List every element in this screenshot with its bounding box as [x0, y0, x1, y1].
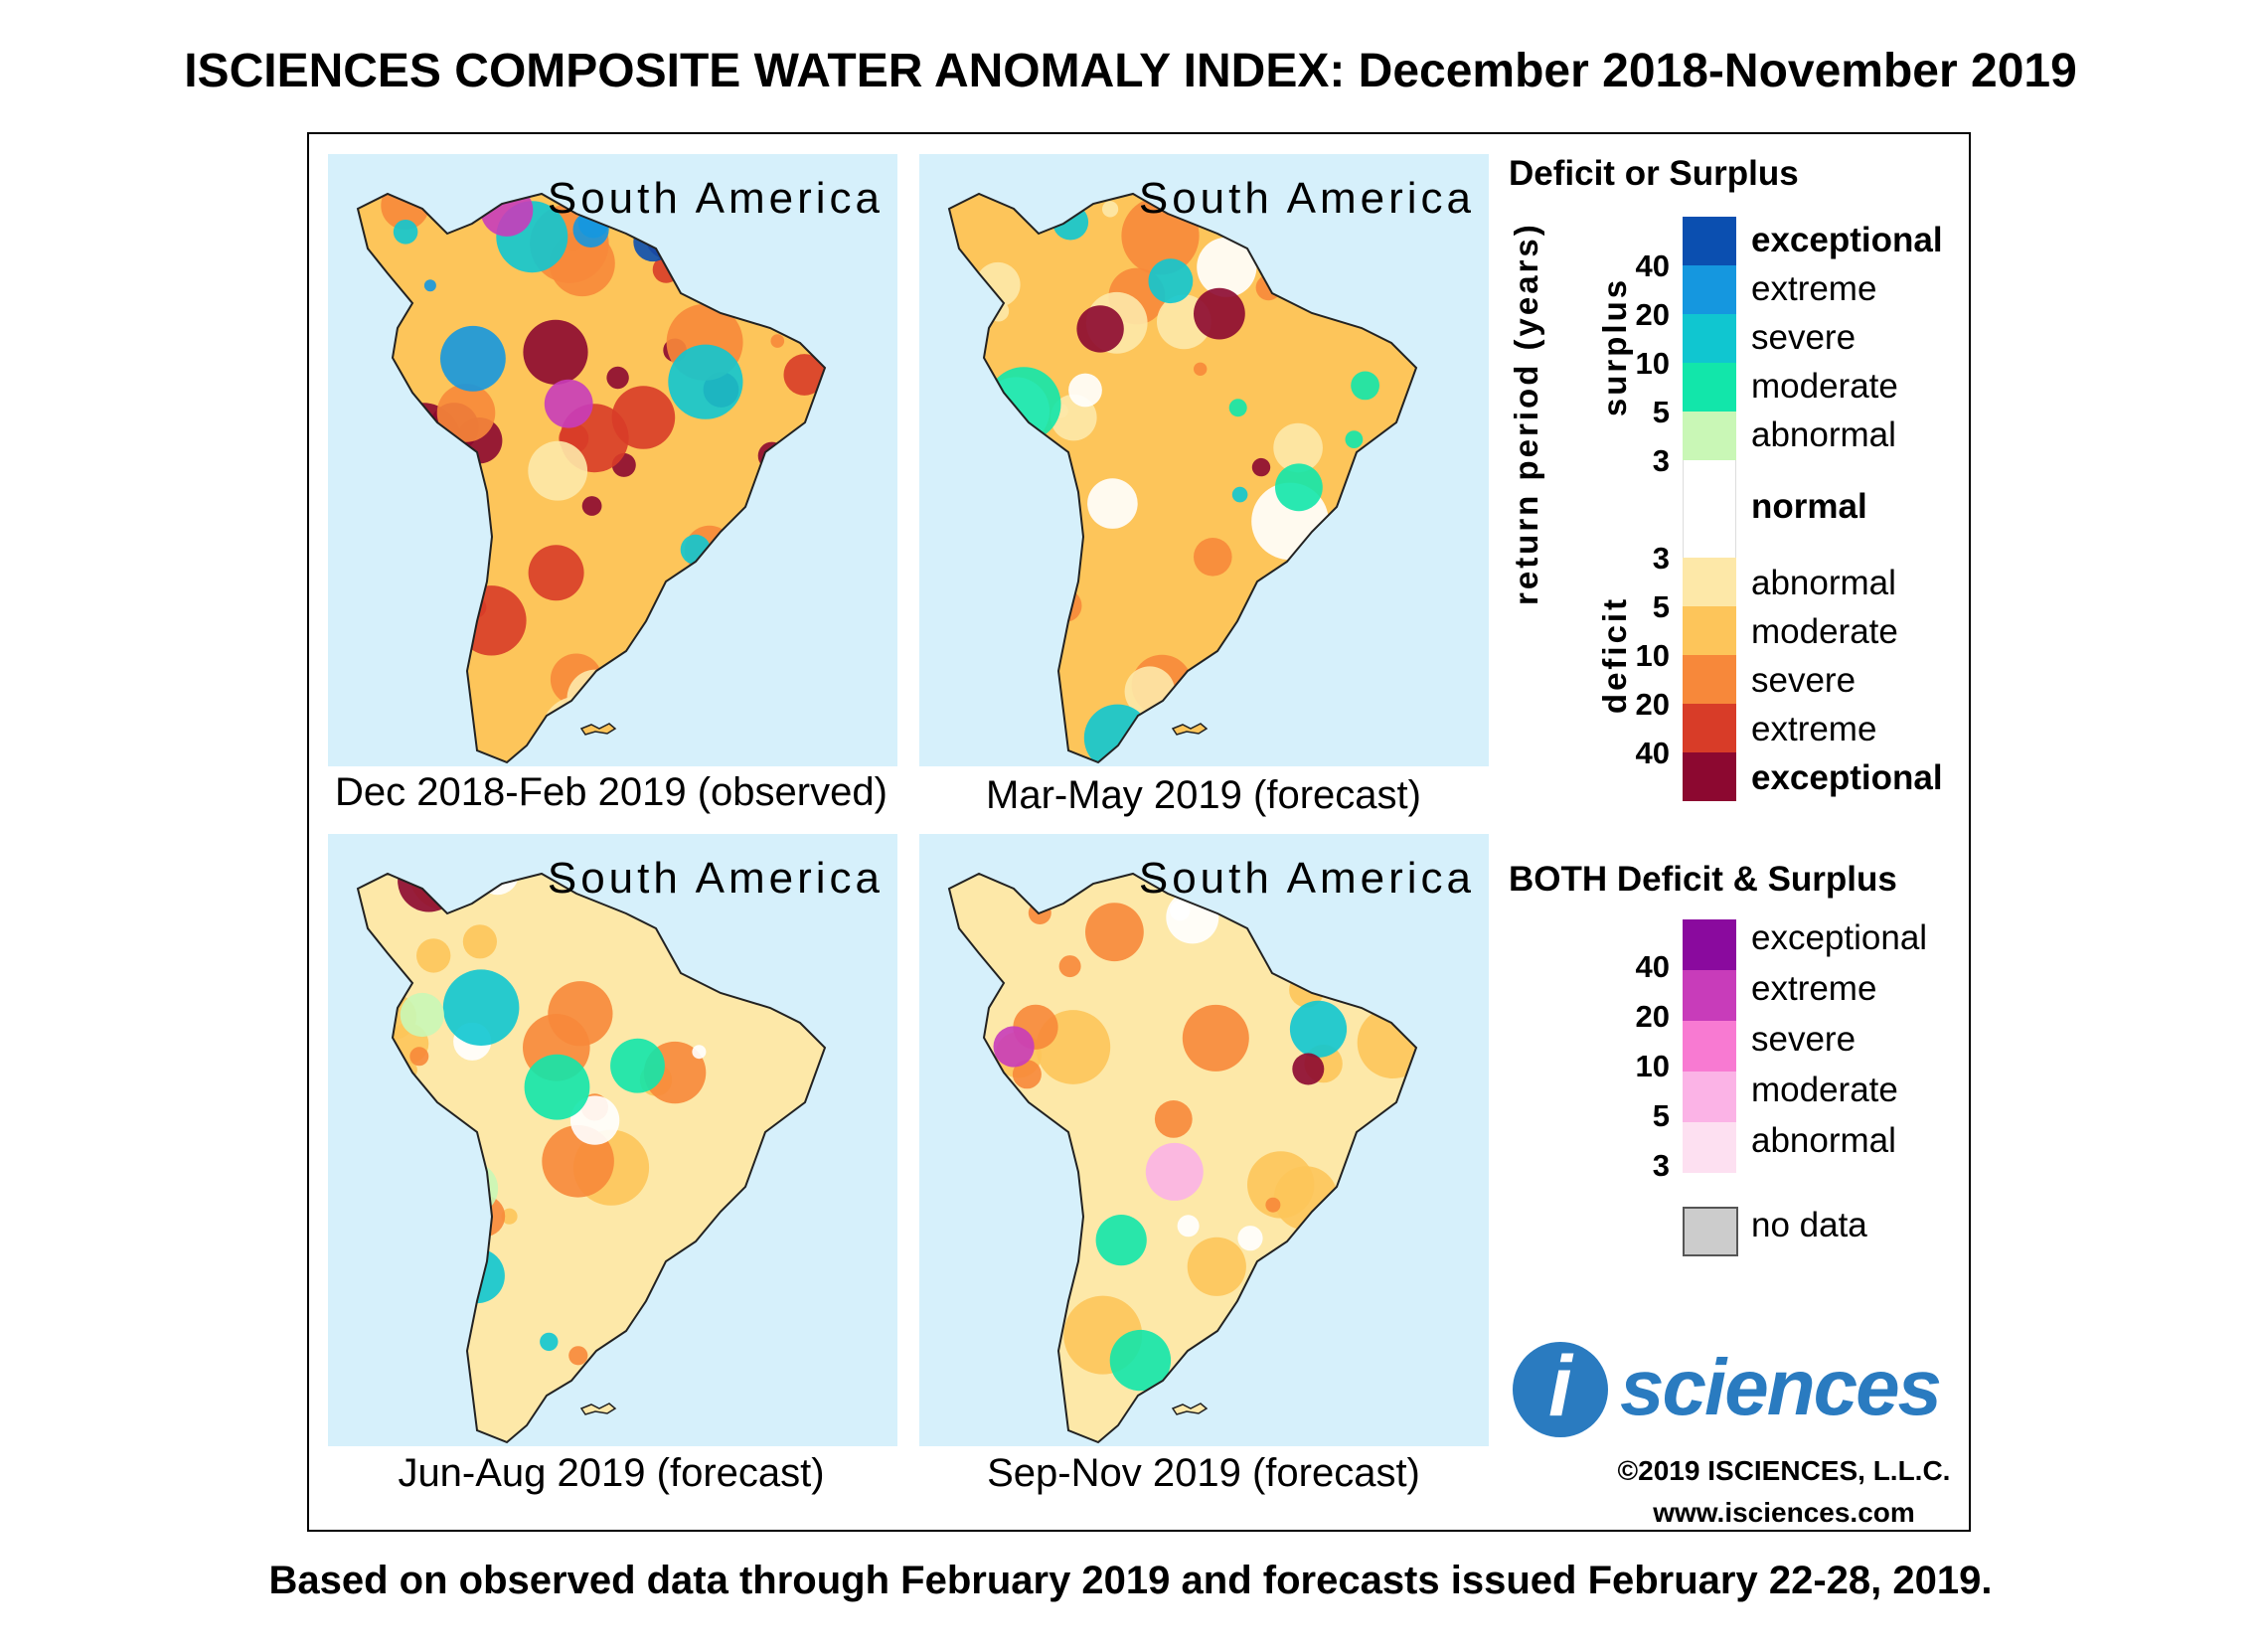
legend-swatch-deficit-3	[1683, 704, 1736, 752]
legend-class-surplus-severe: severe	[1751, 318, 1857, 357]
map-mar-may-forecast: South America	[919, 154, 1489, 766]
legend-class-surplus-moderate: moderate	[1751, 367, 1898, 406]
legend-tick: 5	[1652, 589, 1670, 624]
region-label: South America	[547, 854, 884, 903]
website-text: www.isciences.com	[1653, 1497, 1915, 1528]
continent-shape	[947, 192, 1418, 764]
legend-swatch-both-2	[1683, 1021, 1736, 1072]
legend-tick: 3	[1652, 443, 1670, 478]
legend-class-deficit-moderate: moderate	[1751, 612, 1898, 651]
logo-circle-icon	[1513, 1342, 1608, 1437]
legend-tick: 5	[1652, 395, 1670, 429]
legend-swatch-surplus-3	[1683, 363, 1736, 412]
legend-class-deficit-abnormal: abnormal	[1751, 564, 1896, 602]
legend-class-both-moderate: moderate	[1751, 1071, 1898, 1109]
legend-swatch-surplus-1	[1683, 265, 1736, 314]
copyright-text: ©2019 ISCIENCES, L.L.C.	[1617, 1455, 1951, 1486]
map-caption: Jun-Aug 2019 (forecast)	[398, 1451, 825, 1495]
legend-swatch-surplus-0	[1683, 217, 1736, 265]
legend-tick: 10	[1635, 638, 1670, 673]
isciences-logo: i sciences	[1513, 1339, 1950, 1437]
legend-swatch-deficit-1	[1683, 606, 1736, 655]
legend-tick: 20	[1635, 687, 1670, 722]
legend-swatch-both-0	[1683, 919, 1736, 970]
legend-class-deficit-exceptional: exceptional	[1751, 758, 1943, 797]
axis-label-return-period: return period (years)	[1508, 222, 1544, 605]
legend-swatch-deficit-2	[1683, 655, 1736, 704]
continent-shape	[356, 872, 827, 1444]
region-label: South America	[1138, 174, 1475, 223]
legend-tick: 10	[1635, 346, 1670, 381]
logo-letter: i	[1548, 1339, 1572, 1434]
map-caption: Sep-Nov 2019 (forecast)	[987, 1451, 1420, 1495]
page-title: ISCIENCES COMPOSITE WATER ANOMALY INDEX:…	[184, 45, 2077, 97]
legend-tick: 20	[1635, 297, 1670, 332]
legend-title-deficit-surplus: Deficit or Surplus	[1509, 154, 1799, 193]
legend-tick: 10	[1635, 1049, 1670, 1083]
map-sep-nov-forecast: South America	[919, 834, 1489, 1446]
legend-class-deficit-extreme: extreme	[1751, 710, 1877, 748]
map-caption: Mar-May 2019 (forecast)	[986, 773, 1421, 817]
figure-frame	[307, 132, 1971, 1532]
legend-swatch-both-3	[1683, 1072, 1736, 1122]
continent-shape	[356, 192, 827, 764]
legend-swatch-deficit-4	[1683, 752, 1736, 801]
legend-tick: 40	[1635, 248, 1670, 283]
legend-class-both-severe: severe	[1751, 1020, 1857, 1059]
legend-tick: 40	[1635, 949, 1670, 984]
legend-tick: 3	[1652, 1148, 1670, 1183]
map-caption: Dec 2018-Feb 2019 (observed)	[335, 770, 888, 814]
copyright-block: ©2019 ISCIENCES, L.L.C. www.isciences.co…	[1610, 1450, 1958, 1534]
legend-class-deficit-severe: severe	[1751, 661, 1857, 700]
legend-class-both-extreme: extreme	[1751, 969, 1877, 1008]
map-jun-aug-forecast: South America	[328, 834, 897, 1446]
legend-tick: 20	[1635, 999, 1670, 1034]
footnote: Based on observed data through February …	[268, 1559, 1993, 1602]
legend-swatch-deficit-0	[1683, 558, 1736, 606]
region-label: South America	[1138, 854, 1475, 903]
legend-tick: 5	[1652, 1098, 1670, 1133]
region-label: South America	[547, 174, 884, 223]
legend-title-both: BOTH Deficit & Surplus	[1509, 860, 1897, 899]
map-dec-feb-observed: South America	[328, 154, 897, 766]
legend-swatch-normal	[1683, 460, 1736, 558]
continent-shape	[947, 872, 1418, 1444]
no-data-swatch	[1683, 1207, 1738, 1256]
legend-swatch-both-1	[1683, 970, 1736, 1021]
legend-class-no-data: no data	[1751, 1206, 1867, 1244]
legend-swatch-surplus-2	[1683, 314, 1736, 363]
legend-class-surplus-exceptional: exceptional	[1751, 221, 1943, 259]
logo-wordmark: sciences	[1620, 1343, 1942, 1431]
legend-tick: 40	[1635, 736, 1670, 770]
legend-class-surplus-extreme: extreme	[1751, 269, 1877, 308]
legend-class-surplus-abnormal: abnormal	[1751, 415, 1896, 454]
legend-swatch-surplus-4	[1683, 412, 1736, 460]
legend-tick: 3	[1652, 541, 1670, 576]
legend-class-both-abnormal: abnormal	[1751, 1121, 1896, 1160]
legend-class-normal: normal	[1751, 487, 1867, 526]
legend-class-both-exceptional: exceptional	[1751, 918, 1928, 957]
legend-swatch-both-4	[1683, 1122, 1736, 1173]
